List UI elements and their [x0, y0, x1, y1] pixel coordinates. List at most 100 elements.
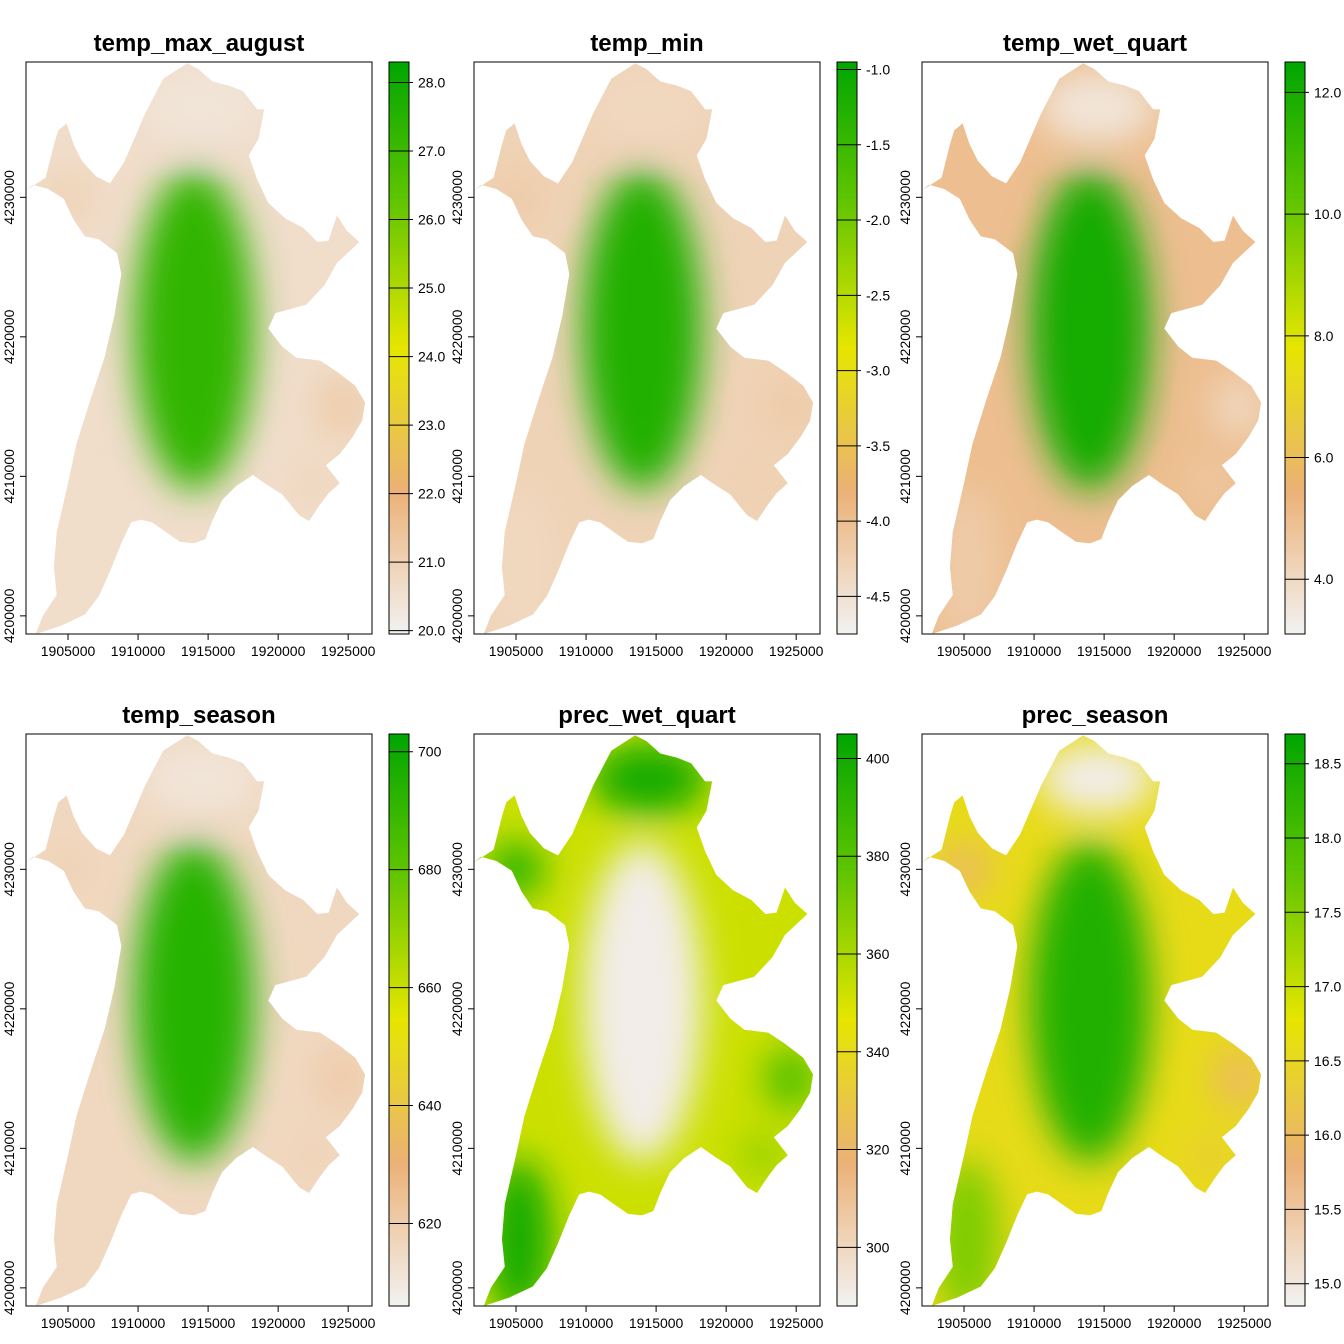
legend-color-bar [1285, 734, 1305, 1306]
color-legend: 20.0 21.0 22.0 23.0 24.0 25.0 26.0 27.0 28.0 [388, 61, 445, 639]
map-panel: temp_season 1905000 1910000 1915000 1920000 1… [1, 702, 442, 1331]
y-tick-label: 4220000 [449, 309, 465, 364]
legend-frame [388, 733, 410, 1307]
x-tick-label: 1925000 [1217, 1315, 1272, 1331]
raster-zone [933, 486, 1001, 634]
x-tick-label: 1920000 [699, 1315, 754, 1331]
legend-color-bar [837, 734, 857, 1306]
legend-tick-label: 26.0 [418, 212, 445, 228]
raster-layer [26, 63, 365, 634]
x-tick-label: 1925000 [769, 643, 824, 659]
panel-title: temp_season [122, 702, 275, 729]
y-tick-label: 4210000 [449, 449, 465, 504]
legend-tick-label: 18.0 [1314, 830, 1341, 846]
x-tick-label: 1925000 [1217, 643, 1272, 659]
y-tick-label: 4200000 [897, 588, 913, 643]
legend-tick-label: 640 [418, 1098, 442, 1114]
y-tick-label: 4200000 [449, 588, 465, 643]
plot-frame [921, 733, 1269, 1307]
map-panel: prec_season 1905000 1910000 1915000 1920000 1… [897, 702, 1341, 1331]
color-legend: 300 320 340 360 380 400 [836, 733, 890, 1307]
x-tick-label: 1925000 [321, 643, 376, 659]
y-tick-label: 4230000 [449, 842, 465, 897]
x-tick-label: 1920000 [1147, 1315, 1202, 1331]
legend-color-bar [1285, 62, 1305, 634]
y-tick-label: 4230000 [1, 170, 17, 225]
legend-tick-label: 27.0 [418, 143, 445, 159]
raster-zone [581, 841, 703, 1163]
y-tick-label: 4220000 [897, 309, 913, 364]
x-tick-label: 1915000 [181, 1315, 236, 1331]
y-tick-label: 4200000 [1, 1260, 17, 1315]
x-tick-label: 1920000 [251, 1315, 306, 1331]
raster-zone [37, 486, 105, 634]
panel-title: temp_max_august [94, 30, 305, 57]
legend-tick-label: -2.5 [866, 287, 890, 303]
legend-tick-label: 380 [866, 848, 890, 864]
raster-zone [933, 1158, 1001, 1306]
map-panel: prec_wet_quart 1905000 1910000 1915000 19200… [449, 702, 890, 1331]
plot-frame [25, 61, 373, 635]
raster-zone [133, 841, 255, 1163]
y-tick-label: 4230000 [897, 170, 913, 225]
color-legend: -4.5 -4.0 -3.5 -3.0 -2.5 -2.0 -1.5 -1.0 [836, 61, 890, 635]
map-panel: temp_max_august 1905000 1910000 1915000 1920… [1, 30, 445, 659]
legend-tick-label: 300 [866, 1239, 890, 1255]
x-tick-label: 1915000 [629, 643, 684, 659]
legend-tick-label: 8.0 [1314, 328, 1334, 344]
legend-tick-label: 18.5 [1314, 756, 1341, 772]
legend-tick-label: 16.5 [1314, 1053, 1341, 1069]
legend-tick-label: 340 [866, 1044, 890, 1060]
x-tick-label: 1915000 [629, 1315, 684, 1331]
legend-tick-label: 15.5 [1314, 1201, 1341, 1217]
raster-zone [37, 1158, 105, 1306]
raster-layer [922, 63, 1261, 634]
raster-zone [142, 742, 260, 815]
raster-zone [581, 169, 703, 491]
raster-zone [488, 841, 545, 898]
legend-tick-label: 25.0 [418, 280, 445, 296]
color-legend: 620 640 660 680 700 [388, 733, 442, 1307]
y-tick-label: 4210000 [1, 449, 17, 504]
raster-zone [485, 486, 553, 634]
raster-layer [474, 735, 813, 1306]
raster-zone [590, 742, 708, 815]
raster-zone [1038, 70, 1156, 143]
x-tick-label: 1920000 [1147, 643, 1202, 659]
legend-tick-label: -3.5 [866, 438, 890, 454]
legend-tick-label: 620 [418, 1215, 442, 1231]
y-tick-label: 4200000 [449, 1260, 465, 1315]
raster-zone [485, 1158, 553, 1306]
legend-tick-label: 12.0 [1314, 84, 1341, 100]
x-tick-label: 1910000 [111, 1315, 166, 1331]
raster-zone [740, 462, 783, 505]
raster-layer [26, 735, 365, 1306]
raster-layer [922, 735, 1261, 1306]
y-tick-label: 4200000 [897, 1260, 913, 1315]
legend-tick-label: 6.0 [1314, 450, 1334, 466]
x-tick-label: 1905000 [489, 643, 544, 659]
raster-zone [1188, 1134, 1231, 1177]
x-tick-label: 1905000 [489, 1315, 544, 1331]
legend-tick-label: 24.0 [418, 349, 445, 365]
legend-tick-label: 20.0 [418, 623, 445, 639]
plot-frame [473, 61, 821, 635]
legend-tick-label: 320 [866, 1142, 890, 1158]
legend-tick-label: 4.0 [1314, 571, 1334, 587]
legend-tick-label: -3.0 [866, 363, 890, 379]
color-legend: 15.0 15.5 16.0 16.5 17.0 17.5 18.0 18.5 [1284, 733, 1341, 1307]
plot-frame [921, 61, 1269, 635]
map-panel: temp_wet_quart 1905000 1910000 1915000 19200… [897, 30, 1341, 659]
y-tick-label: 4230000 [449, 170, 465, 225]
y-tick-label: 4210000 [897, 1121, 913, 1176]
x-tick-label: 1915000 [1077, 1315, 1132, 1331]
x-tick-label: 1920000 [699, 643, 754, 659]
raster-zone [40, 169, 97, 226]
legend-tick-label: 10.0 [1314, 206, 1341, 222]
y-tick-label: 4220000 [1, 309, 17, 364]
x-tick-label: 1920000 [251, 643, 306, 659]
raster-zone [40, 841, 97, 898]
y-tick-label: 4220000 [897, 981, 913, 1036]
x-tick-label: 1925000 [321, 1315, 376, 1331]
